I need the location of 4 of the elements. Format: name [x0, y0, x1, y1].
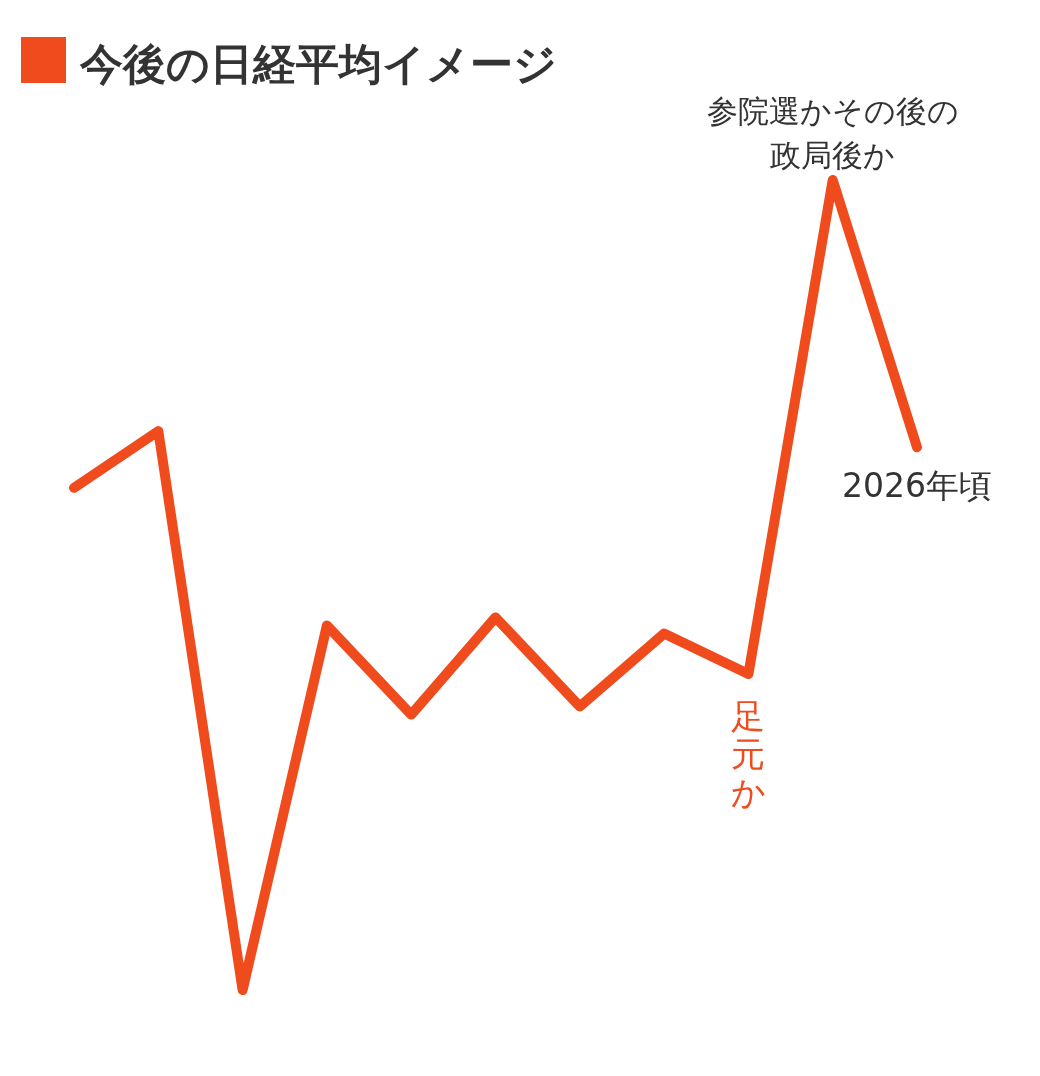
annotation: 2026年頃 [842, 466, 992, 506]
annotation: 参院選かその後の政局後か [706, 93, 959, 173]
annotation: 足元か [730, 696, 766, 813]
title: 今後の日経平均イメージ [80, 39, 557, 89]
